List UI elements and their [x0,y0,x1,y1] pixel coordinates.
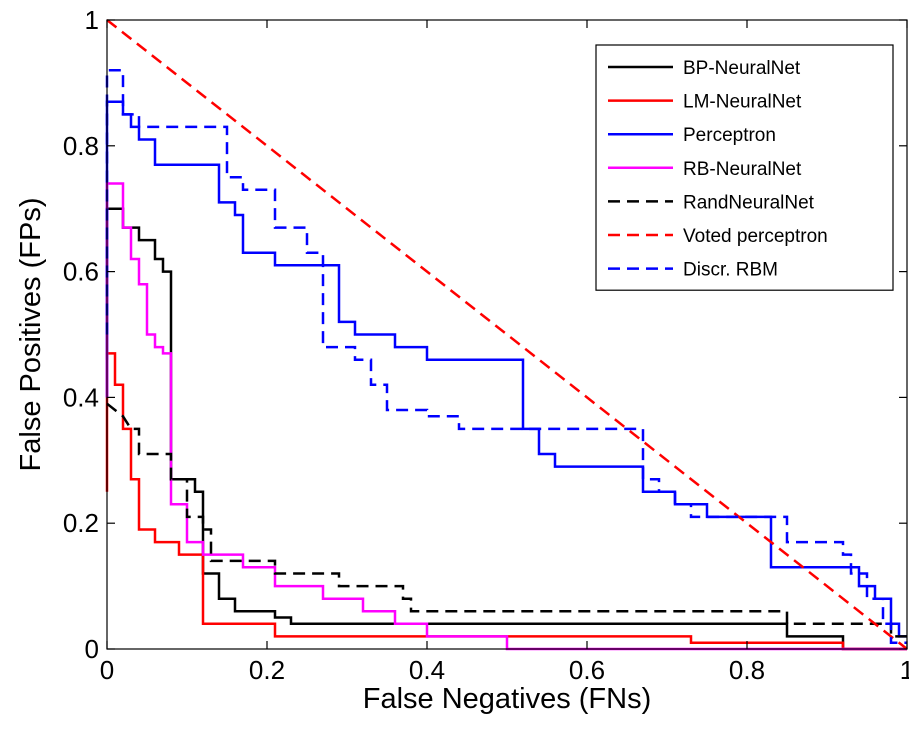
x-tick-label: 0.4 [409,655,445,685]
y-tick-label: 0.8 [63,131,99,161]
legend-label: BP-NeuralNet [683,58,801,79]
legend-label: LM-NeuralNet [683,92,802,113]
y-tick-label: 1 [85,5,99,35]
series-line-4 [106,402,907,638]
series-line-3 [105,182,907,651]
series-line-1 [105,352,907,651]
series-line-6 [105,69,907,644]
legend-label: RandNeuralNet [683,192,815,213]
series-line-0 [105,207,907,651]
y-tick-label: 0.4 [63,382,99,412]
series-line-2 [105,100,907,638]
x-tick-label: 0.8 [729,655,765,685]
x-axis-title: False Negatives (FNs) [363,683,651,715]
y-tick-label: 0.6 [63,257,99,287]
legend: BP-NeuralNet LM-NeuralNet Perceptron RB-Neu… [595,44,894,291]
legend-label: Discr. RBM [683,260,778,281]
axes: 0 0.2 0.4 0.6 0.8 1 0 0.2 0.4 0.6 0.8 1 [63,5,909,685]
y-axis-title: False Positives (FPs) [15,198,47,472]
axes-frame [106,19,908,650]
y-tick-label: 0 [85,634,99,664]
y-tick-label: 0.2 [63,508,99,538]
x-tick-label: 0.2 [249,655,285,685]
x-tick-label: 0 [100,655,114,685]
x-tick-label: 0.6 [569,655,605,685]
legend-label: RB-NeuralNet [683,159,802,180]
legend-label: Perceptron [683,125,776,146]
legend-label: Voted perceptron [683,226,828,247]
series-lines [105,19,908,651]
x-tick-label: 1 [900,655,909,685]
